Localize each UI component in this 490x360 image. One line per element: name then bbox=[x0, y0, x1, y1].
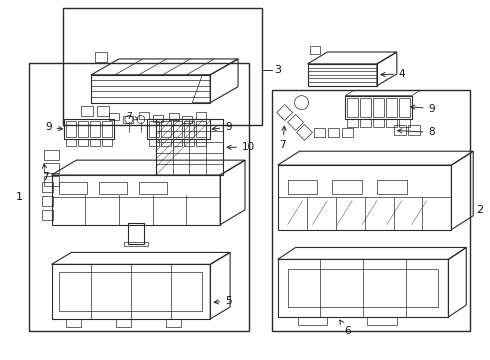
Bar bbox=[42, 182, 53, 192]
Bar bbox=[64, 120, 114, 139]
Bar bbox=[156, 120, 223, 175]
Bar bbox=[149, 139, 159, 146]
Text: 7: 7 bbox=[126, 112, 138, 121]
Bar bbox=[59, 182, 87, 194]
Bar bbox=[184, 121, 195, 137]
Bar bbox=[116, 319, 131, 327]
Bar bbox=[124, 242, 148, 247]
Bar bbox=[161, 139, 171, 146]
Text: 7: 7 bbox=[279, 126, 286, 150]
Bar bbox=[44, 176, 59, 186]
Bar bbox=[172, 121, 182, 137]
Bar bbox=[196, 112, 206, 120]
Bar bbox=[373, 98, 384, 117]
Bar bbox=[147, 120, 210, 139]
Bar bbox=[95, 52, 107, 62]
Bar bbox=[149, 121, 159, 137]
Bar bbox=[347, 98, 358, 117]
Bar bbox=[81, 105, 93, 116]
Text: 6: 6 bbox=[340, 320, 350, 336]
Bar bbox=[342, 129, 353, 137]
Bar bbox=[66, 121, 76, 137]
Bar bbox=[63, 8, 262, 125]
Bar bbox=[90, 139, 100, 146]
Bar bbox=[102, 121, 112, 137]
Bar bbox=[315, 129, 325, 137]
Text: 7: 7 bbox=[42, 164, 49, 182]
Text: 9: 9 bbox=[45, 122, 63, 132]
Bar bbox=[90, 121, 100, 137]
Bar bbox=[345, 96, 412, 120]
Bar bbox=[367, 317, 397, 325]
Text: 3: 3 bbox=[274, 65, 281, 75]
Bar bbox=[196, 121, 206, 137]
Bar bbox=[29, 63, 249, 331]
Bar bbox=[297, 317, 327, 325]
Text: 2: 2 bbox=[477, 205, 484, 215]
Bar bbox=[66, 319, 81, 327]
Bar bbox=[42, 210, 53, 220]
Text: 9: 9 bbox=[212, 122, 232, 132]
Bar bbox=[78, 139, 88, 146]
Bar bbox=[272, 90, 470, 331]
Bar bbox=[42, 196, 53, 206]
Bar bbox=[172, 139, 182, 146]
Bar bbox=[332, 180, 362, 194]
Bar bbox=[196, 139, 206, 146]
Bar bbox=[109, 113, 119, 121]
Bar bbox=[360, 98, 371, 117]
Bar bbox=[128, 223, 144, 244]
Bar bbox=[166, 319, 180, 327]
Bar bbox=[288, 180, 318, 194]
Bar bbox=[59, 272, 202, 311]
Bar bbox=[182, 116, 193, 123]
Text: 4: 4 bbox=[381, 69, 405, 79]
Text: 1: 1 bbox=[16, 192, 23, 202]
Bar bbox=[184, 139, 195, 146]
Bar bbox=[97, 105, 109, 116]
Bar bbox=[386, 98, 397, 117]
Bar bbox=[169, 113, 178, 121]
Text: 5: 5 bbox=[214, 296, 232, 306]
Bar bbox=[139, 182, 167, 194]
Bar bbox=[399, 120, 410, 127]
Bar bbox=[328, 129, 339, 137]
Bar bbox=[311, 46, 320, 54]
Bar bbox=[394, 125, 406, 135]
Bar bbox=[386, 120, 397, 127]
Bar bbox=[161, 121, 171, 137]
Bar bbox=[99, 182, 127, 194]
Text: 9: 9 bbox=[411, 104, 435, 113]
Bar bbox=[377, 180, 407, 194]
Bar bbox=[123, 116, 133, 123]
Bar bbox=[373, 120, 384, 127]
Bar bbox=[44, 163, 59, 173]
Bar bbox=[139, 112, 149, 120]
Bar bbox=[78, 121, 88, 137]
Bar bbox=[102, 139, 112, 146]
Bar bbox=[360, 120, 371, 127]
Bar bbox=[408, 125, 419, 135]
Bar bbox=[288, 269, 439, 307]
Bar bbox=[399, 98, 410, 117]
Bar bbox=[44, 150, 59, 160]
Text: 8: 8 bbox=[398, 127, 435, 138]
Text: 10: 10 bbox=[227, 142, 255, 152]
Bar bbox=[347, 120, 358, 127]
Bar bbox=[66, 139, 76, 146]
Bar bbox=[153, 114, 163, 122]
